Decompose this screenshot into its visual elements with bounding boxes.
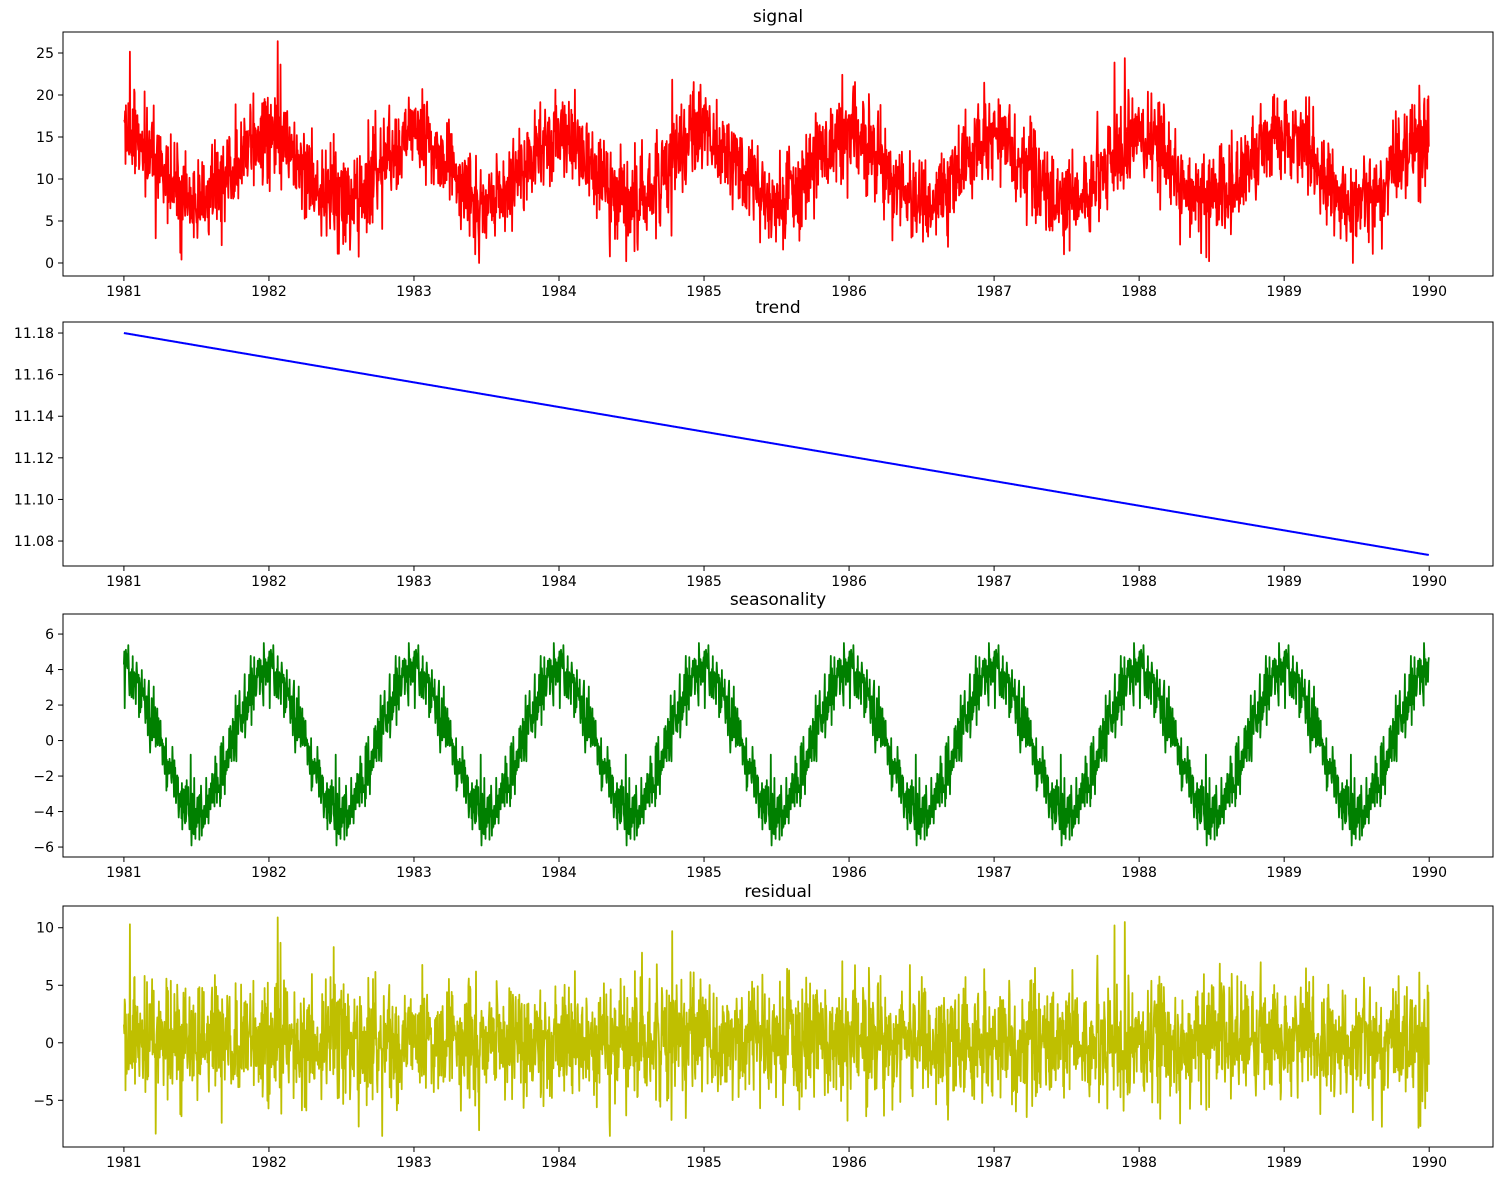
y-tick-label: 11.14 bbox=[14, 409, 54, 425]
x-tick-label: 1989 bbox=[1266, 1155, 1302, 1171]
y-tick-label: −5 bbox=[33, 1093, 54, 1109]
seasonality-series-line bbox=[123, 642, 1430, 847]
x-tick-label: 1989 bbox=[1266, 284, 1302, 300]
x-tick-label: 1988 bbox=[1121, 865, 1157, 881]
y-tick-label: −4 bbox=[33, 805, 54, 821]
x-tick-label: 1981 bbox=[106, 1155, 142, 1171]
y-tick-label: 0 bbox=[45, 256, 54, 272]
y-tick-label: 10 bbox=[36, 172, 54, 188]
trend-series-line bbox=[123, 332, 1430, 556]
axes-frame bbox=[62, 321, 1494, 567]
y-tick-label: 15 bbox=[36, 130, 54, 146]
y-tick-label: 5 bbox=[45, 978, 54, 994]
axes-frame bbox=[62, 31, 1494, 277]
x-tick-label: 1986 bbox=[831, 574, 867, 590]
x-tick-label: 1981 bbox=[106, 574, 142, 590]
residual-series-line bbox=[123, 916, 1430, 1137]
x-tick-label: 1985 bbox=[686, 865, 722, 881]
x-tick-label: 1987 bbox=[976, 284, 1012, 300]
x-tick-label: 1988 bbox=[1121, 1155, 1157, 1171]
y-tick-label: 11.18 bbox=[14, 326, 54, 342]
x-tick-label: 1982 bbox=[251, 1155, 287, 1171]
x-tick-label: 1987 bbox=[976, 865, 1012, 881]
subplot-title-residual: residual bbox=[744, 882, 812, 902]
x-tick-label: 1986 bbox=[831, 865, 867, 881]
axes-frame bbox=[62, 905, 1494, 1148]
x-tick-label: 1985 bbox=[686, 284, 722, 300]
y-tick-label: 5 bbox=[45, 214, 54, 230]
x-tick-label: 1985 bbox=[686, 574, 722, 590]
subplot-trend: 1981 1982 1983 1984 1985 1986 1987 1988 1989 1990… bbox=[14, 321, 1494, 590]
x-tick-label: 1990 bbox=[1411, 865, 1447, 881]
x-tick-label: 1983 bbox=[396, 1155, 432, 1171]
x-tick-label: 1985 bbox=[686, 1155, 722, 1171]
x-tick-label: 1986 bbox=[831, 1155, 867, 1171]
y-tick-label: 11.10 bbox=[14, 492, 54, 508]
x-tick-label: 1982 bbox=[251, 865, 287, 881]
subplot-title-seasonality: seasonality bbox=[729, 590, 827, 610]
x-tick-label: 1990 bbox=[1411, 1155, 1447, 1171]
x-tick-label: 1984 bbox=[541, 865, 577, 881]
subplot-signal: 1981 1982 1983 1984 1985 1986 1987 1988 1989 1990… bbox=[36, 31, 1494, 300]
x-tick-label: 1983 bbox=[396, 284, 432, 300]
subplot-residual: 1981 1982 1983 1984 1985 1986 1987 1988 1989 1990… bbox=[33, 905, 1494, 1171]
y-tick-label: 4 bbox=[45, 663, 54, 679]
x-tick-label: 1983 bbox=[396, 865, 432, 881]
y-tick-label: 11.16 bbox=[14, 368, 54, 384]
x-tick-label: 1989 bbox=[1266, 865, 1302, 881]
y-tick-label: 11.12 bbox=[14, 451, 54, 467]
x-tick-label: 1982 bbox=[251, 284, 287, 300]
x-tick-label: 1988 bbox=[1121, 284, 1157, 300]
y-tick-label: 11.08 bbox=[14, 534, 54, 550]
y-tick-label: −6 bbox=[33, 840, 54, 856]
x-tick-label: 1983 bbox=[396, 574, 432, 590]
axes-frame bbox=[62, 613, 1494, 858]
y-tick-label: 25 bbox=[36, 46, 54, 62]
y-tick-label: 6 bbox=[45, 627, 54, 643]
subplot-title-trend: trend bbox=[755, 298, 801, 318]
y-tick-label: 20 bbox=[36, 88, 54, 104]
x-tick-label: 1986 bbox=[831, 284, 867, 300]
signal-series-line bbox=[123, 40, 1430, 264]
x-tick-label: 1984 bbox=[541, 574, 577, 590]
y-tick-label: −2 bbox=[33, 769, 54, 785]
y-tick-label: 2 bbox=[45, 698, 54, 714]
x-tick-label: 1988 bbox=[1121, 574, 1157, 590]
x-tick-label: 1989 bbox=[1266, 574, 1302, 590]
subplot-seasonality: 1981 1982 1983 1984 1985 1986 1987 1988 1989 1990… bbox=[33, 613, 1494, 881]
x-tick-label: 1982 bbox=[251, 574, 287, 590]
x-tick-label: 1981 bbox=[106, 284, 142, 300]
x-tick-label: 1990 bbox=[1411, 284, 1447, 300]
x-tick-label: 1984 bbox=[541, 1155, 577, 1171]
x-tick-label: 1987 bbox=[976, 574, 1012, 590]
y-tick-label: 0 bbox=[45, 734, 54, 750]
x-tick-label: 1981 bbox=[106, 865, 142, 881]
x-tick-label: 1984 bbox=[541, 284, 577, 300]
x-tick-label: 1987 bbox=[976, 1155, 1012, 1171]
y-tick-label: 10 bbox=[36, 921, 54, 937]
y-tick-label: 0 bbox=[45, 1036, 54, 1052]
subplot-title-signal: signal bbox=[752, 7, 804, 27]
x-tick-label: 1990 bbox=[1411, 574, 1447, 590]
